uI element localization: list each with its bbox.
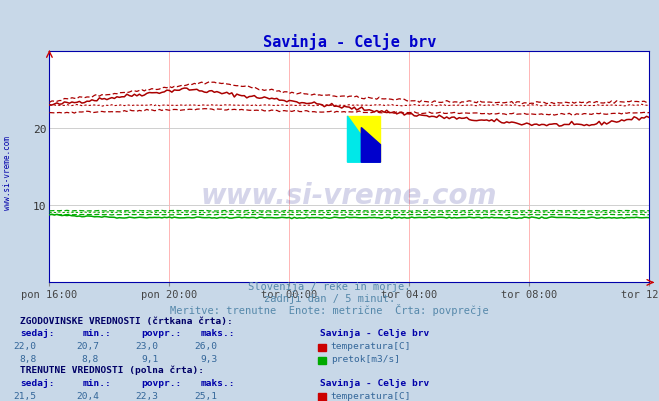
Text: 22,3: 22,3	[135, 391, 158, 400]
Text: povpr.:: povpr.:	[142, 378, 182, 387]
Text: pretok[m3/s]: pretok[m3/s]	[331, 354, 400, 363]
Text: sedaj:: sedaj:	[20, 329, 54, 338]
Text: sedaj:: sedaj:	[20, 378, 54, 387]
Text: 25,1: 25,1	[194, 391, 217, 400]
Text: 9,1: 9,1	[141, 354, 158, 363]
Text: 20,4: 20,4	[76, 391, 99, 400]
Text: 26,0: 26,0	[194, 342, 217, 350]
Polygon shape	[347, 117, 380, 163]
Text: temperatura[C]: temperatura[C]	[331, 391, 411, 400]
Text: zadnji dan / 5 minut.: zadnji dan / 5 minut.	[264, 294, 395, 304]
Text: Meritve: trenutne  Enote: metrične  Črta: povprečje: Meritve: trenutne Enote: metrične Črta: …	[170, 304, 489, 316]
Text: 21,5: 21,5	[13, 391, 36, 400]
Text: 9,3: 9,3	[200, 354, 217, 363]
Text: min.:: min.:	[82, 378, 111, 387]
Text: Savinja - Celje brv: Savinja - Celje brv	[320, 378, 429, 387]
Text: Slovenija / reke in morje.: Slovenija / reke in morje.	[248, 282, 411, 292]
Text: ZGODOVINSKE VREDNOSTI (črtkana črta):: ZGODOVINSKE VREDNOSTI (črtkana črta):	[20, 316, 233, 325]
Text: 8,8: 8,8	[82, 354, 99, 363]
Text: TRENUTNE VREDNOSTI (polna črta):: TRENUTNE VREDNOSTI (polna črta):	[20, 365, 204, 374]
Text: 23,0: 23,0	[135, 342, 158, 350]
Text: 20,7: 20,7	[76, 342, 99, 350]
Polygon shape	[347, 117, 380, 163]
Text: www.si-vreme.com: www.si-vreme.com	[3, 136, 13, 209]
Text: www.si-vreme.com: www.si-vreme.com	[201, 181, 498, 209]
Title: Savinja - Celje brv: Savinja - Celje brv	[262, 33, 436, 50]
Text: maks.:: maks.:	[201, 378, 235, 387]
Text: povpr.:: povpr.:	[142, 329, 182, 338]
Text: maks.:: maks.:	[201, 329, 235, 338]
Text: min.:: min.:	[82, 329, 111, 338]
Text: Savinja - Celje brv: Savinja - Celje brv	[320, 329, 429, 338]
Text: temperatura[C]: temperatura[C]	[331, 342, 411, 350]
Text: 22,0: 22,0	[13, 342, 36, 350]
Polygon shape	[361, 128, 380, 163]
Text: 8,8: 8,8	[19, 354, 36, 363]
